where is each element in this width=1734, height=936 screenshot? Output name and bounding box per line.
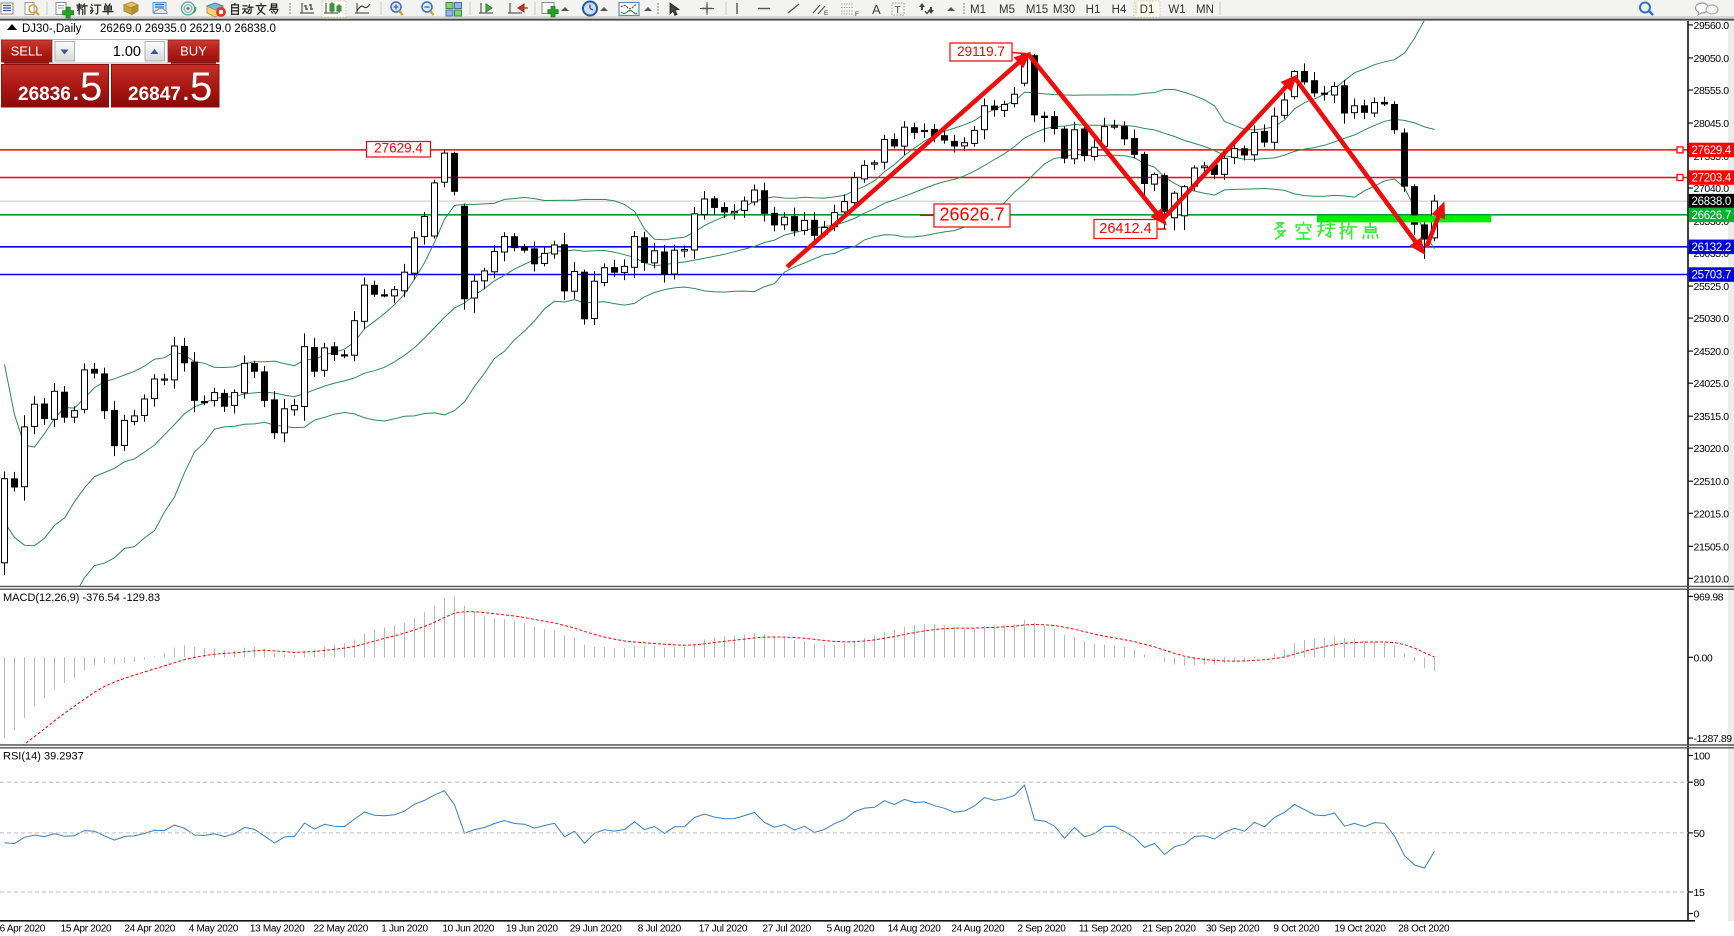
svg-text:4 May 2020: 4 May 2020 <box>189 924 239 935</box>
svg-text:DJ30-,Daily: DJ30-,Daily <box>22 23 82 35</box>
svg-text:25030.0: 25030.0 <box>1694 313 1730 325</box>
svg-text:26626.7: 26626.7 <box>1692 210 1731 222</box>
svg-text:27629.4: 27629.4 <box>374 141 423 156</box>
svg-text:25525.0: 25525.0 <box>1694 281 1730 293</box>
svg-text:27203.4: 27203.4 <box>1692 173 1732 185</box>
svg-text:29560.0: 29560.0 <box>1694 20 1730 32</box>
svg-text:21010.0: 21010.0 <box>1694 573 1730 585</box>
svg-text:8 Jul 2020: 8 Jul 2020 <box>638 924 682 935</box>
svg-text:22 May 2020: 22 May 2020 <box>314 924 369 935</box>
svg-text:.: . <box>183 82 189 105</box>
svg-text:F: F <box>855 11 859 18</box>
svg-text:24025.0: 24025.0 <box>1694 378 1730 390</box>
svg-text:50: 50 <box>1694 828 1705 840</box>
svg-text:26132.2: 26132.2 <box>1692 242 1731 254</box>
svg-text:28 Oct 2020: 28 Oct 2020 <box>1398 924 1450 935</box>
svg-text:1.00: 1.00 <box>113 44 141 60</box>
svg-text:19 Oct 2020: 19 Oct 2020 <box>1334 924 1386 935</box>
svg-text:M1: M1 <box>970 4 986 16</box>
svg-text:27 Jul 2020: 27 Jul 2020 <box>762 924 811 935</box>
svg-text:MN: MN <box>1196 4 1214 16</box>
svg-text:21505.0: 21505.0 <box>1694 541 1730 553</box>
svg-text:100: 100 <box>1694 751 1711 763</box>
svg-text:80: 80 <box>1694 777 1705 789</box>
svg-text:23020.0: 23020.0 <box>1694 443 1730 455</box>
svg-text:23515.0: 23515.0 <box>1694 411 1730 423</box>
svg-text:26847: 26847 <box>128 84 181 105</box>
svg-text:24 Apr 2020: 24 Apr 2020 <box>124 924 175 935</box>
svg-text:30 Sep 2020: 30 Sep 2020 <box>1206 924 1260 935</box>
svg-text:24 Aug 2020: 24 Aug 2020 <box>951 924 1005 935</box>
svg-text:BUY: BUY <box>180 44 207 59</box>
svg-text:5: 5 <box>80 65 102 109</box>
svg-text:27040.0: 27040.0 <box>1694 183 1730 195</box>
svg-text:28555.0: 28555.0 <box>1694 85 1730 97</box>
svg-text:.: . <box>73 82 79 105</box>
svg-text:29 Jun 2020: 29 Jun 2020 <box>570 924 622 935</box>
svg-text:26838.0: 26838.0 <box>1692 196 1731 208</box>
svg-text:0: 0 <box>1694 909 1700 921</box>
svg-text:5: 5 <box>190 65 212 109</box>
svg-text:A: A <box>872 2 881 17</box>
svg-text:M15: M15 <box>1026 4 1048 16</box>
svg-text:14 Aug 2020: 14 Aug 2020 <box>888 924 942 935</box>
svg-text:D1: D1 <box>1140 4 1155 16</box>
svg-text:29119.7: 29119.7 <box>957 44 1005 59</box>
svg-text:H1: H1 <box>1086 4 1101 16</box>
svg-text:W1: W1 <box>1168 4 1185 16</box>
svg-text:10 Jun 2020: 10 Jun 2020 <box>442 924 494 935</box>
svg-text:26412.4: 26412.4 <box>1099 221 1151 237</box>
svg-text:22015.0: 22015.0 <box>1694 508 1730 520</box>
svg-text:-1287.89: -1287.89 <box>1694 733 1733 745</box>
svg-text:28045.0: 28045.0 <box>1694 118 1730 130</box>
svg-text:22510.0: 22510.0 <box>1694 476 1730 488</box>
svg-text:24520.0: 24520.0 <box>1694 346 1730 358</box>
svg-text:6 Apr 2020: 6 Apr 2020 <box>0 924 46 935</box>
svg-text:17 Jul 2020: 17 Jul 2020 <box>699 924 748 935</box>
svg-text:M5: M5 <box>999 4 1015 16</box>
svg-text:29050.0: 29050.0 <box>1694 53 1730 65</box>
svg-text:11 Sep 2020: 11 Sep 2020 <box>1079 924 1132 935</box>
svg-text:27629.4: 27629.4 <box>1692 145 1732 157</box>
svg-text:RSI(14) 39.2937: RSI(14) 39.2937 <box>3 751 84 763</box>
svg-text:H4: H4 <box>1112 4 1127 16</box>
svg-text:969.98: 969.98 <box>1694 591 1724 603</box>
svg-text:26626.7: 26626.7 <box>939 205 1004 225</box>
svg-text:5 Aug 2020: 5 Aug 2020 <box>827 924 875 935</box>
svg-text:25703.7: 25703.7 <box>1692 270 1731 282</box>
svg-text:21 Sep 2020: 21 Sep 2020 <box>1142 924 1196 935</box>
svg-text:SELL: SELL <box>11 44 43 59</box>
svg-text:15 Apr 2020: 15 Apr 2020 <box>61 924 112 935</box>
svg-text:E: E <box>824 10 829 17</box>
svg-text:26836: 26836 <box>18 84 71 105</box>
svg-text:26269.0 26935.0 26219.0 26838.: 26269.0 26935.0 26219.0 26838.0 <box>100 23 276 35</box>
svg-text:2 Sep 2020: 2 Sep 2020 <box>1017 924 1066 935</box>
svg-text:13 May 2020: 13 May 2020 <box>250 924 305 935</box>
svg-text:1 Jun 2020: 1 Jun 2020 <box>381 924 428 935</box>
svg-text:15: 15 <box>1694 887 1705 899</box>
svg-text:19 Jun 2020: 19 Jun 2020 <box>506 924 558 935</box>
svg-text:T: T <box>895 4 902 16</box>
svg-text:0.00: 0.00 <box>1694 652 1713 664</box>
svg-text:M30: M30 <box>1053 4 1075 16</box>
svg-text:MACD(12,26,9) -376.54 -129.83: MACD(12,26,9) -376.54 -129.83 <box>3 592 160 604</box>
svg-text:9 Oct 2020: 9 Oct 2020 <box>1273 924 1320 935</box>
